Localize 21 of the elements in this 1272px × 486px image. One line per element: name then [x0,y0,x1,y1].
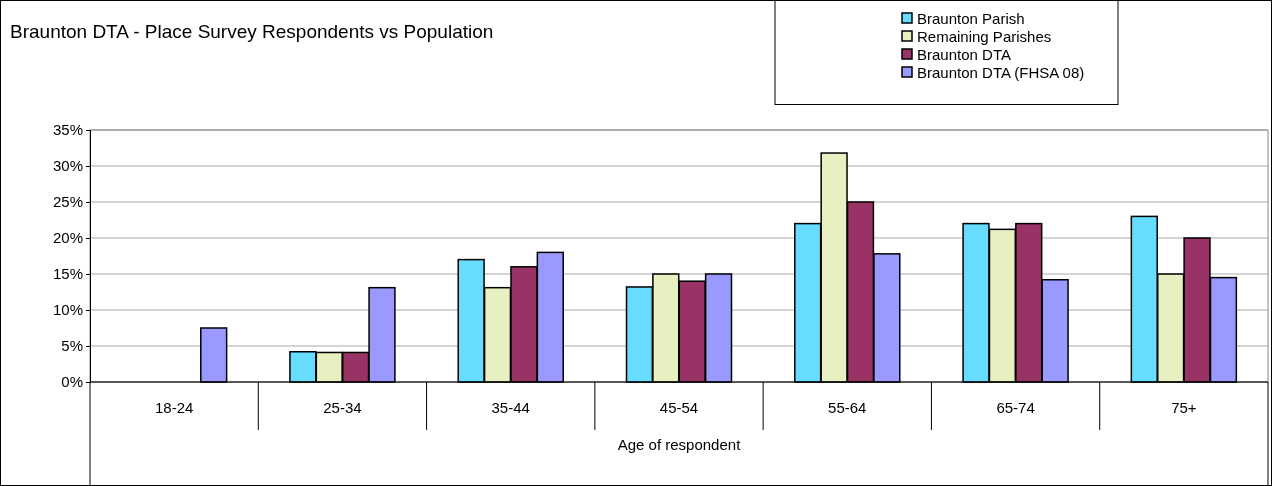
x-tick-label: 65-74 [996,399,1035,416]
legend-label: Braunton Parish [917,10,1025,27]
y-tick-label: 5% [61,337,83,355]
legend-label: Braunton DTA (FHSA 08) [917,64,1085,81]
x-tick-label: 45-54 [659,399,699,416]
x-tick-label: 18-24 [154,399,194,416]
legend-label: Braunton DTA [917,46,1011,63]
x-tick-label: 75+ [1171,399,1197,416]
x-axis-title: Age of respondent [617,436,742,453]
legend-label: Remaining Parishes [917,28,1052,45]
y-tick-label: 20% [52,229,83,247]
x-tick-label: 25-34 [323,399,362,416]
y-tick-label: 30% [52,157,83,175]
y-tick-label: 25% [52,193,83,211]
y-tick-label: 10% [52,301,83,319]
y-tick-label: 35% [52,121,83,139]
x-tick-label: 55-64 [828,399,867,416]
chart-title: Braunton DTA - Place Survey Respondents vs Population [10,21,494,42]
y-tick-label: 15% [52,265,83,283]
y-tick-label: 0% [61,373,83,391]
x-tick-label: 35-44 [491,399,530,416]
